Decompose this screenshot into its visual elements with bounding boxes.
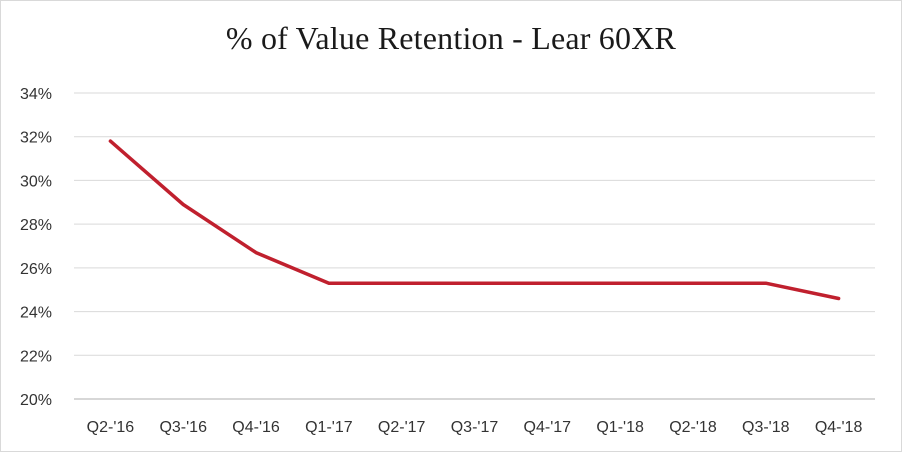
x-tick-label: Q4-'18 bbox=[815, 419, 863, 436]
y-tick-label: 32% bbox=[20, 130, 52, 147]
x-tick-label: Q2-'18 bbox=[669, 419, 717, 436]
series-line bbox=[108, 139, 841, 301]
gridlines bbox=[74, 92, 875, 356]
y-tick-label: 24% bbox=[20, 305, 52, 322]
x-tick-label: Q3-'18 bbox=[742, 419, 790, 436]
x-tick-label: Q2-'16 bbox=[87, 419, 135, 436]
x-tick-label: Q4-'16 bbox=[232, 419, 280, 436]
x-tick-label: Q3-'16 bbox=[159, 419, 207, 436]
y-axis-tick-labels: 20% 22% 24% 26% 28% 30% 32% 34% bbox=[20, 86, 52, 409]
x-tick-label: Q1-'17 bbox=[305, 419, 353, 436]
x-tick-label: Q1-'18 bbox=[596, 419, 644, 436]
y-tick-label: 20% bbox=[20, 392, 52, 409]
y-tick-label: 30% bbox=[20, 173, 52, 190]
x-axis-tick-labels: Q2-'16 Q3-'16 Q4-'16 Q1-'17 Q2-'17 Q3-'17 Q4-'… bbox=[87, 419, 863, 436]
x-tick-label: Q4-'17 bbox=[524, 419, 572, 436]
y-tick-label: 22% bbox=[20, 348, 52, 365]
x-tick-label: Q3-'17 bbox=[451, 419, 499, 436]
series-layer bbox=[108, 139, 841, 301]
y-tick-label: 26% bbox=[20, 261, 52, 278]
y-tick-label: 34% bbox=[20, 86, 52, 103]
y-tick-label: 28% bbox=[20, 217, 52, 234]
x-tick-label: Q2-'17 bbox=[378, 419, 426, 436]
chart-title: % of Value Retention - Lear 60XR bbox=[225, 20, 677, 56]
